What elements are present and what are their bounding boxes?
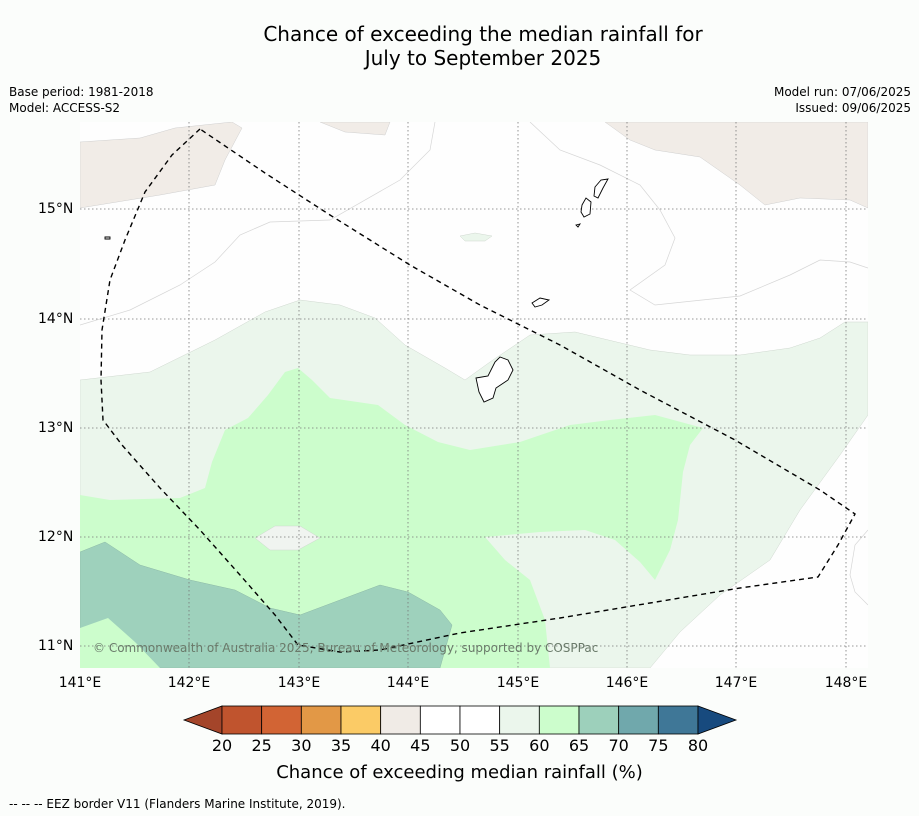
- colorbar-tick-label: 65: [568, 736, 590, 755]
- region-40-45-nw: [80, 122, 243, 209]
- island-tinian: [580, 197, 592, 218]
- colorbar: [182, 705, 738, 735]
- colorbar-tick-label: 55: [489, 736, 510, 755]
- colorbar-tick-label: 50: [449, 736, 471, 755]
- colorbar-title: Chance of exceeding median rainfall (%): [276, 762, 643, 783]
- island-small-west: [104, 236, 111, 240]
- colorbar-tick-label: 60: [529, 736, 550, 755]
- x-tick-label: 148°E: [824, 675, 868, 691]
- y-tick-label: 13°N: [38, 420, 74, 436]
- colorbar-cell: [419, 705, 461, 735]
- y-tick-label: 14°N: [38, 311, 74, 327]
- region-40-45-ne: [604, 122, 868, 209]
- base-period: Base period: 1981-2018: [9, 85, 154, 99]
- y-tick-label: 15°N: [38, 201, 74, 217]
- contour-line-2: [529, 122, 868, 306]
- region-60-65-sw: [80, 618, 160, 668]
- colorbar-cell: [300, 705, 342, 735]
- map-title: Chance of exceeding the median rainfall …: [0, 22, 919, 70]
- colorbar-cells: [221, 705, 699, 735]
- colorbar-tick-label: 45: [410, 736, 431, 755]
- model-name: Model: ACCESS-S2: [9, 101, 121, 115]
- region-65-70: [80, 541, 453, 668]
- x-tick-label: 142°E: [167, 675, 211, 691]
- colorbar-cell: [380, 705, 421, 735]
- colorbar-cell: [221, 705, 263, 735]
- colorbar-left-arrow: [182, 705, 223, 735]
- y-tick-label: 11°N: [38, 638, 74, 654]
- colorbar-cell: [538, 705, 580, 735]
- meta-left: Base period: 1981-2018 Model: ACCESS-S2: [9, 84, 154, 116]
- colorbar-tick-label: 80: [687, 736, 709, 755]
- contour-blob: [459, 232, 493, 242]
- x-tick-label: 146°E: [605, 675, 649, 691]
- title-line-1: Chance of exceeding the median rainfall …: [263, 22, 703, 46]
- contour-line: [80, 122, 436, 326]
- colorbar-cell: [261, 705, 302, 735]
- colorbar-cell: [578, 705, 620, 735]
- footnote: -- -- -- EEZ border V11 (Flanders Marine…: [9, 797, 346, 811]
- model-run: Model run: 07/06/2025: [773, 85, 911, 99]
- island-guam: [475, 356, 514, 403]
- x-tick-label: 145°E: [496, 675, 540, 691]
- colorbar-cell: [657, 705, 699, 735]
- islands: [104, 178, 609, 403]
- colorbar-cell: [340, 705, 382, 735]
- x-tick-label: 147°E: [714, 675, 758, 691]
- colorbar-cell: [618, 705, 659, 735]
- island-saipan: [593, 178, 609, 199]
- island-aguijan: [575, 223, 582, 228]
- colorbar-tick-label: 20: [211, 736, 233, 755]
- island-rota: [531, 297, 551, 308]
- colorbar-cell: [459, 705, 501, 735]
- colorbar-tick-label: 40: [370, 736, 391, 755]
- x-tick-label: 141°E: [58, 675, 102, 691]
- x-tick-label: 143°E: [277, 675, 321, 691]
- region-40-45-n: [319, 122, 391, 136]
- region-45-50-hole: [254, 525, 321, 551]
- contour-line-3: [849, 529, 868, 606]
- issued-date: Issued: 09/06/2025: [795, 101, 911, 115]
- colorbar-tick-label: 75: [648, 736, 669, 755]
- colorbar-tick-label: 30: [291, 736, 312, 755]
- colorbar-tick-label: 35: [330, 736, 352, 755]
- colorbar-tick-label: 25: [251, 736, 272, 755]
- rainfall-field: [80, 122, 868, 668]
- copyright-text: © Commonwealth of Australia 2025, Bureau…: [93, 641, 599, 655]
- x-tick-label: 144°E: [386, 675, 430, 691]
- gridlines: [80, 122, 868, 668]
- colorbar-cell: [499, 705, 540, 735]
- eez-border: [100, 128, 856, 653]
- y-tick-label: 12°N: [38, 529, 74, 545]
- colorbar-tick-label: 70: [608, 736, 629, 755]
- title-line-2: July to September 2025: [364, 46, 602, 70]
- colorbar-right-arrow: [697, 705, 738, 735]
- meta-right: Model run: 07/06/2025 Issued: 09/06/2025: [774, 84, 911, 116]
